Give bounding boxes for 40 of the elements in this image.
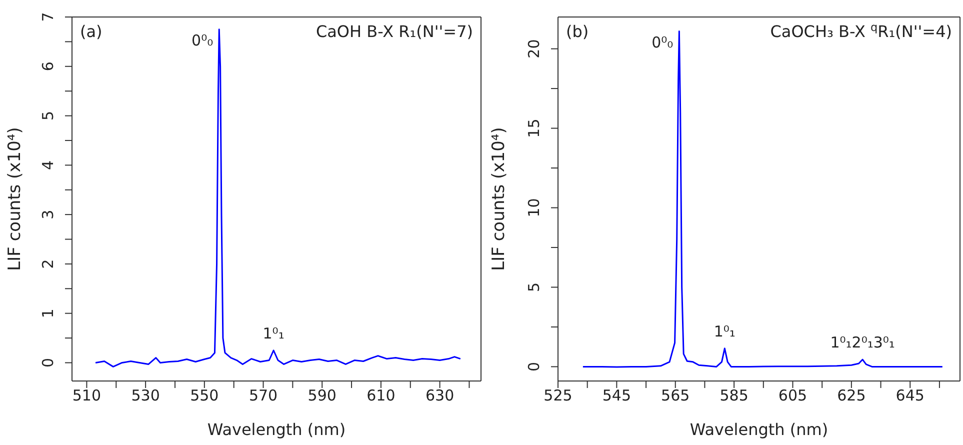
x-tick-label: 610 xyxy=(366,386,396,405)
annotation: 1⁰₁ xyxy=(714,322,736,340)
x-tick-label: 645 xyxy=(896,386,924,405)
y-tick-label: 5 xyxy=(525,282,543,292)
x-tick-label: 565 xyxy=(661,386,690,405)
x-axis-title: Wavelength (nm) xyxy=(207,420,346,439)
y-tick-label: 6 xyxy=(39,62,57,72)
annotation: 1⁰₁2⁰₁3⁰₁ xyxy=(830,334,895,352)
x-tick-label: 525 xyxy=(544,386,572,405)
y-tick-label: 7 xyxy=(39,12,57,22)
annotation: 1⁰₁ xyxy=(262,324,284,342)
y-tick-label: 15 xyxy=(525,118,543,138)
y-axis-title: LIF counts (x10⁴) xyxy=(489,127,509,271)
y-tick-label: 2 xyxy=(39,259,57,269)
annotation: 0⁰₀ xyxy=(192,31,214,50)
x-axis-title: Wavelength (nm) xyxy=(690,420,828,439)
chart-title: CaOCH₃ B-X $^{q}$R₁(N''=4) xyxy=(770,20,952,41)
y-tick-label: 10 xyxy=(525,198,543,218)
y-tick-label: 0 xyxy=(525,362,543,372)
x-tick-label: 585 xyxy=(720,386,748,405)
x-tick-label: 510 xyxy=(72,386,102,405)
y-tick-label: 20 xyxy=(525,39,543,58)
x-tick-label: 570 xyxy=(248,386,278,405)
y-tick-label: 3 xyxy=(39,210,57,220)
x-tick-label: 550 xyxy=(190,386,219,405)
annotation: (b) xyxy=(566,22,589,41)
x-tick-label: 625 xyxy=(837,386,866,405)
y-axis-title: LIF counts (x10⁴) xyxy=(5,127,25,271)
y-tick-label: 4 xyxy=(39,160,57,170)
chart-title: CaOH B-X R₁(N''=7) xyxy=(316,22,473,41)
x-tick-label: 605 xyxy=(778,386,808,405)
x-tick-label: 530 xyxy=(131,386,160,405)
x-tick-label: 590 xyxy=(308,386,336,405)
y-tick-label: 1 xyxy=(39,308,57,318)
x-tick-label: 545 xyxy=(602,386,632,405)
annotation: 0⁰₀ xyxy=(652,33,674,52)
y-tick-label: 0 xyxy=(39,358,57,368)
annotation: (a) xyxy=(80,22,102,41)
x-tick-label: 630 xyxy=(425,386,454,405)
y-tick-label: 5 xyxy=(39,111,57,121)
